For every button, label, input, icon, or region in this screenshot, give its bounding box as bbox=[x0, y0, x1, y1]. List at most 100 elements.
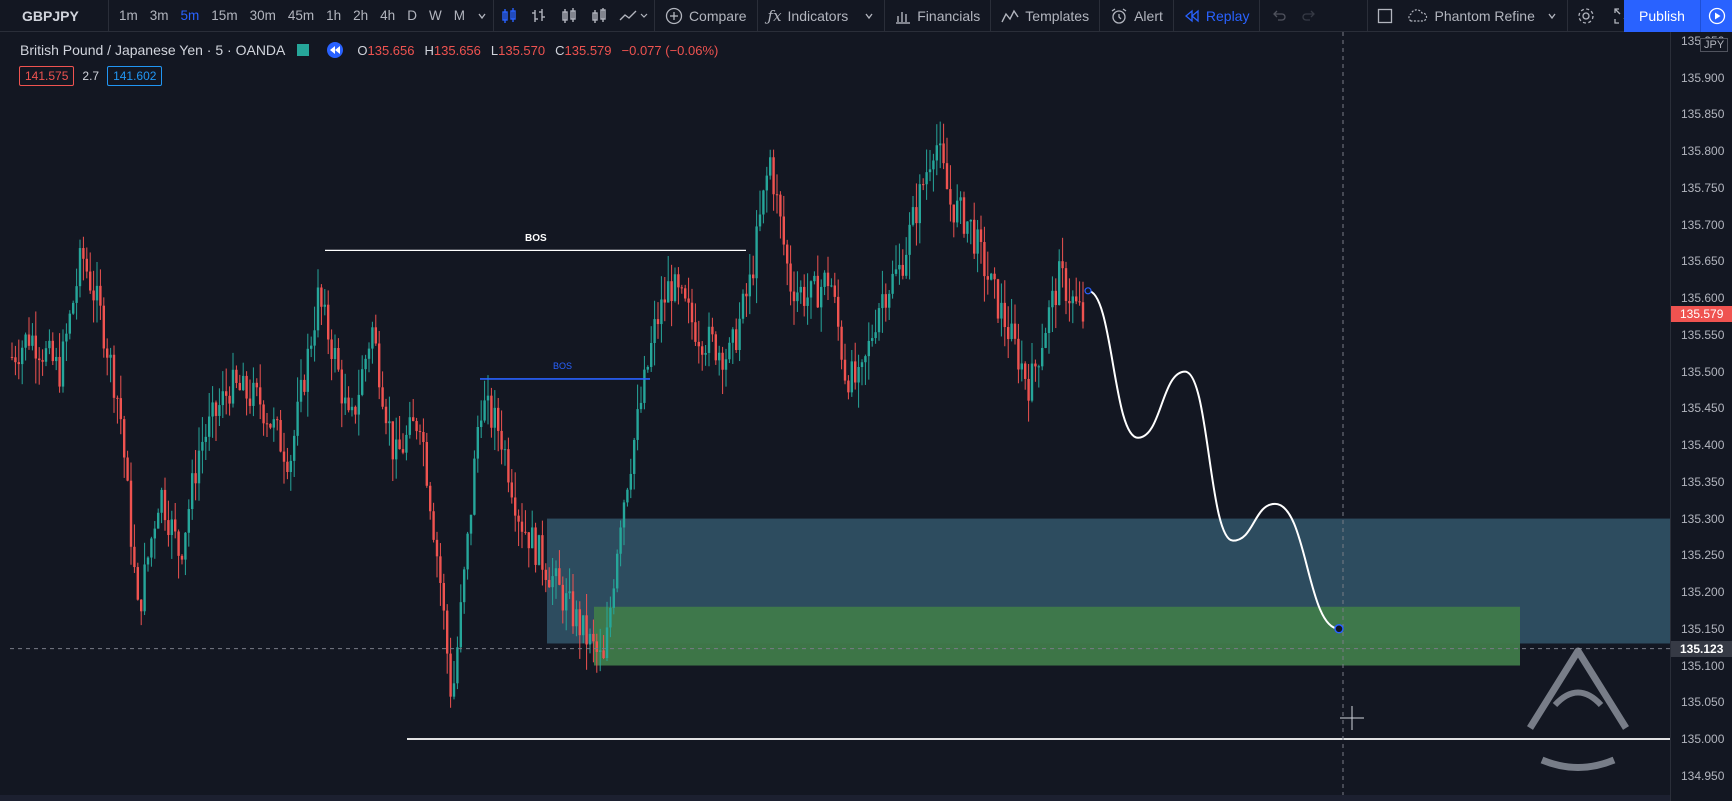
financials-icon bbox=[896, 11, 911, 24]
candle-body bbox=[323, 304, 326, 307]
candle-body bbox=[602, 650, 605, 659]
candle-body bbox=[731, 329, 734, 343]
candle-body bbox=[153, 528, 156, 539]
candle-body bbox=[31, 335, 34, 346]
price-tick: 135.800 bbox=[1681, 144, 1725, 159]
price-chart[interactable] bbox=[10, 32, 1670, 801]
layout-menu[interactable]: Phantom Refine bbox=[1402, 0, 1566, 32]
price-tick: 135.400 bbox=[1681, 438, 1725, 453]
templates-button[interactable]: Templates bbox=[991, 0, 1099, 32]
candle-body bbox=[854, 361, 857, 383]
candle-body bbox=[17, 362, 20, 365]
candle-body bbox=[1051, 290, 1054, 308]
candle-body bbox=[752, 274, 755, 279]
candles-icon[interactable] bbox=[554, 0, 584, 32]
candle-body bbox=[184, 532, 187, 560]
redo-icon[interactable] bbox=[1294, 0, 1324, 32]
candle-body bbox=[531, 527, 534, 549]
candle-body bbox=[92, 290, 95, 301]
candle-body bbox=[299, 379, 303, 402]
candle-body bbox=[718, 352, 721, 361]
interval-15m[interactable]: 15m bbox=[211, 8, 238, 23]
candle-body bbox=[1034, 363, 1037, 367]
candle-body bbox=[150, 538, 153, 558]
bars-icon[interactable] bbox=[524, 0, 554, 32]
interval-30m[interactable]: 30m bbox=[249, 8, 276, 23]
interval-W[interactable]: W bbox=[428, 8, 442, 23]
line-chart-icon[interactable] bbox=[614, 0, 654, 32]
interval-4h[interactable]: 4h bbox=[380, 8, 396, 23]
candle-body bbox=[551, 576, 554, 588]
indicators-button[interactable]: ƒx Indicators bbox=[758, 0, 885, 32]
candle-body bbox=[95, 285, 99, 301]
fullscreen-square-icon[interactable] bbox=[1368, 0, 1402, 32]
replay-rewind-icon[interactable] bbox=[327, 42, 344, 58]
candle-body bbox=[106, 348, 109, 358]
candle-body bbox=[466, 533, 469, 570]
hollow-candles-icon[interactable] bbox=[584, 0, 614, 32]
buy-price-button[interactable]: 141.602 bbox=[107, 66, 163, 86]
candle-body bbox=[133, 546, 136, 568]
symbol-search[interactable]: GBPJPY bbox=[22, 7, 79, 24]
divider bbox=[1259, 0, 1261, 32]
chart-pane[interactable] bbox=[10, 32, 1670, 801]
intervals-chevron-icon[interactable] bbox=[471, 0, 493, 32]
bar-style-icon[interactable] bbox=[494, 0, 524, 32]
financials-button[interactable]: Financials bbox=[885, 0, 990, 32]
candle-body bbox=[68, 313, 71, 334]
publish-button[interactable]: Publish bbox=[1624, 0, 1700, 32]
currency-tag: JPY bbox=[1700, 38, 1729, 52]
candle-body bbox=[932, 160, 935, 170]
interval-M[interactable]: M bbox=[453, 8, 465, 23]
candle-body bbox=[728, 342, 731, 360]
candle-body bbox=[714, 334, 717, 361]
candle-body bbox=[646, 366, 649, 370]
interval-1m[interactable]: 1m bbox=[119, 8, 138, 23]
candle-body bbox=[361, 369, 364, 395]
candle-body bbox=[401, 449, 405, 453]
interval-45m[interactable]: 45m bbox=[287, 8, 315, 23]
candle-body bbox=[500, 430, 503, 450]
publish-menu-button[interactable] bbox=[1700, 0, 1732, 32]
alert-button[interactable]: Alert bbox=[1100, 0, 1173, 32]
candle-body bbox=[231, 369, 235, 404]
candle-body bbox=[527, 532, 530, 549]
interval-D[interactable]: D bbox=[407, 8, 417, 23]
market-status-flag-icon[interactable] bbox=[297, 44, 310, 56]
candle-body bbox=[357, 394, 360, 415]
interval-3m[interactable]: 3m bbox=[149, 8, 169, 23]
candle-body bbox=[21, 347, 24, 365]
layout-name: Phantom Refine bbox=[1434, 7, 1535, 24]
replay-button[interactable]: Replay bbox=[1174, 0, 1260, 32]
close-key: C bbox=[555, 42, 565, 58]
sell-price-button[interactable]: 141.575 bbox=[19, 66, 75, 86]
candle-body bbox=[803, 286, 806, 306]
candle-body bbox=[245, 375, 248, 399]
compare-button[interactable]: Compare bbox=[655, 0, 757, 32]
candle-body bbox=[55, 356, 58, 362]
price-axis[interactable]: 135.950135.900135.850135.800135.750135.7… bbox=[1670, 32, 1732, 801]
candle-body bbox=[476, 426, 479, 459]
candle-body bbox=[687, 298, 690, 303]
open-value: 135.656 bbox=[367, 42, 415, 58]
candle-body bbox=[952, 204, 955, 223]
candle-body bbox=[724, 359, 728, 370]
price-tick: 135.550 bbox=[1681, 327, 1725, 342]
candle-body bbox=[330, 339, 333, 359]
demand-zone-inner bbox=[594, 606, 1520, 666]
candle-body bbox=[864, 356, 867, 363]
price-tick: 135.000 bbox=[1681, 732, 1725, 746]
undo-icon[interactable] bbox=[1264, 0, 1294, 32]
gear-icon[interactable] bbox=[1568, 0, 1604, 32]
candle-body bbox=[826, 272, 830, 287]
candle-body bbox=[72, 302, 75, 314]
candle-body bbox=[582, 615, 585, 636]
interval-2h[interactable]: 2h bbox=[353, 8, 369, 23]
candle-body bbox=[908, 224, 911, 255]
interval-5m[interactable]: 5m bbox=[180, 8, 200, 23]
interval-1h[interactable]: 1h bbox=[326, 8, 342, 23]
candle-body bbox=[517, 515, 520, 522]
time-axis-scrollbar[interactable] bbox=[0, 795, 1670, 801]
bos-label-secondary: BOS bbox=[553, 361, 573, 371]
candle-body bbox=[313, 330, 316, 346]
